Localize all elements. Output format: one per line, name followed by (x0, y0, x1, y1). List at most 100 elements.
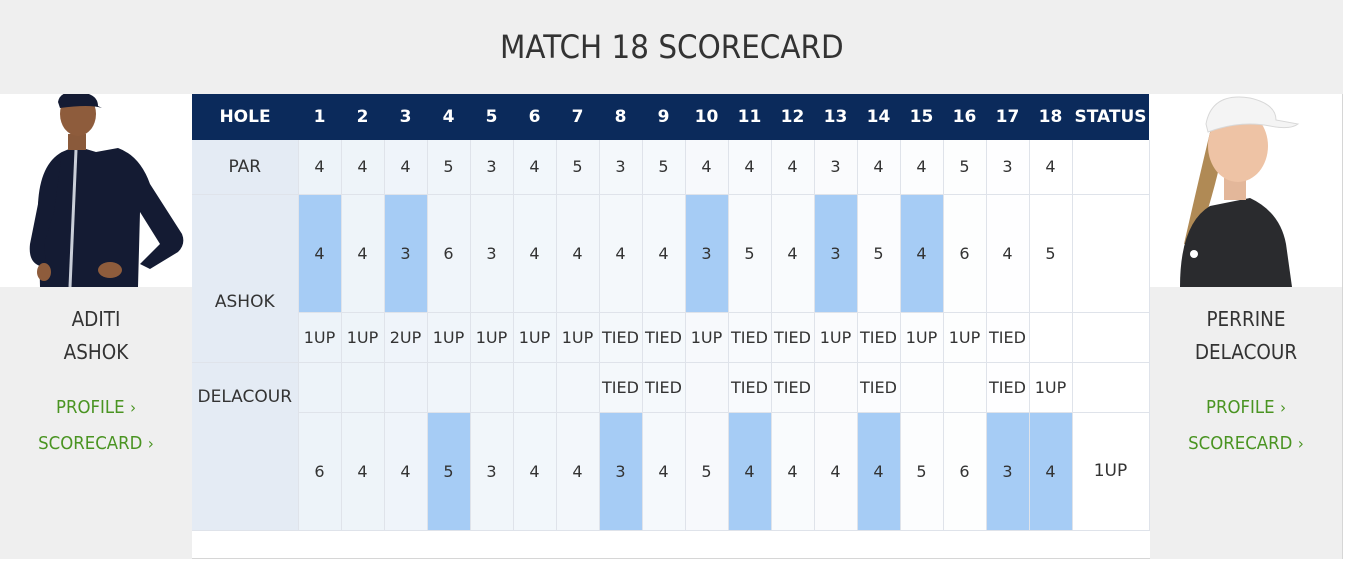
header-bar: MATCH 18 SCORECARD (0, 0, 1343, 94)
status-cell (1072, 312, 1150, 363)
match-status-cell (556, 362, 600, 413)
profile-link-label: PROFILE (1205, 397, 1275, 418)
par-cell: 4 (341, 140, 385, 195)
final-status-cell: 1UP (1072, 412, 1150, 531)
score-cell: 4 (556, 194, 600, 313)
score-cell: 3 (470, 194, 514, 313)
hole-number: 2 (341, 94, 384, 140)
score-cell: 4 (642, 412, 686, 531)
scorecard-table: HOLE 1 2 3 4 5 6 7 8 9 10 11 12 13 14 15 16 17 18 STATUS P… (192, 94, 1150, 531)
match-status-cell: TIED (986, 312, 1030, 363)
score-cell: 4 (857, 412, 901, 531)
player1-label: ASHOK (192, 194, 299, 363)
profile-link-left[interactable]: PROFILE › (8, 397, 185, 418)
player1-name: ASHOK (214, 292, 275, 312)
hole-number: 17 (986, 94, 1029, 140)
match-status-cell (298, 362, 342, 413)
score-cell: 4 (771, 194, 815, 313)
player-info-left: ADITI ASHOK PROFILE › SCORECARD › (0, 287, 192, 559)
hole-number: 11 (728, 94, 771, 140)
scorecard-link-left[interactable]: SCORECARD › (8, 433, 185, 454)
par-cell: 3 (470, 140, 514, 195)
player-first-name: PERRINE (1206, 307, 1286, 331)
page-title: MATCH 18 SCORECARD (499, 28, 844, 66)
score-cell: 3 (384, 194, 428, 313)
hole-number: 9 (642, 94, 685, 140)
match-status-cell: TIED (642, 362, 686, 413)
score-cell: 5 (427, 412, 471, 531)
match-status-cell (900, 362, 944, 413)
scorecard-link-label: SCORECARD (1188, 433, 1293, 454)
scorecard-link-label: SCORECARD (38, 433, 143, 454)
status-cell (1072, 362, 1150, 413)
profile-link-right[interactable]: PROFILE › (1158, 397, 1335, 418)
chevron-right-icon: › (1280, 398, 1287, 417)
match-status-cell (513, 362, 557, 413)
match-status-cell: 1UP (341, 312, 385, 363)
score-cell: 4 (1029, 412, 1073, 531)
par-cell: 3 (986, 140, 1030, 195)
match-status-cell: 1UP (900, 312, 944, 363)
player-photo-ashok (0, 94, 192, 287)
par-cell: 4 (900, 140, 944, 195)
hole-number: 5 (470, 94, 513, 140)
score-cell: 5 (685, 412, 729, 531)
player-panel-left: ADITI ASHOK PROFILE › SCORECARD › (0, 94, 192, 559)
match-status-cell: TIED (642, 312, 686, 363)
match-status-cell: 1UP (943, 312, 987, 363)
status-cell (1072, 194, 1150, 313)
match-status-cell (943, 362, 987, 413)
match-status-cell: TIED (599, 362, 643, 413)
match-status-cell: 1UP (298, 312, 342, 363)
par-cell: 4 (513, 140, 557, 195)
hole-header-label: HOLE (192, 94, 298, 140)
match-status-cell: 1UP (1029, 362, 1073, 413)
score-cell: 4 (814, 412, 858, 531)
profile-link-label: PROFILE (55, 397, 125, 418)
hole-number: 13 (814, 94, 857, 140)
par-cell: 4 (1029, 140, 1073, 195)
hole-number: 6 (513, 94, 556, 140)
score-cell: 6 (943, 412, 987, 531)
score-cell: 4 (384, 412, 428, 531)
par-cell: 4 (857, 140, 901, 195)
score-cell: 4 (728, 412, 772, 531)
match-status-cell: 2UP (384, 312, 428, 363)
player2-label: DELACOUR (192, 362, 299, 531)
status-header: STATUS (1072, 94, 1149, 140)
hole-number: 18 (1029, 94, 1072, 140)
player-panel-right: PERRINE DELACOUR PROFILE › SCORECARD › (1150, 94, 1342, 559)
hole-header-row: HOLE 1 2 3 4 5 6 7 8 9 10 11 12 13 14 15 16 17 18 STATUS (192, 94, 1149, 140)
hole-number: 8 (599, 94, 642, 140)
par-cell: 4 (685, 140, 729, 195)
par-cell: 5 (642, 140, 686, 195)
match-status-cell: TIED (771, 362, 815, 413)
player-photo-right (1150, 94, 1342, 287)
par-label: PAR (192, 140, 299, 195)
match-status-cell (470, 362, 514, 413)
score-cell: 5 (857, 194, 901, 313)
player-last-name: DELACOUR (1194, 340, 1298, 364)
hole-number: 4 (427, 94, 470, 140)
match-status-cell (1029, 312, 1073, 363)
par-cell: 4 (384, 140, 428, 195)
par-cell: 5 (556, 140, 600, 195)
match-status-cell (814, 362, 858, 413)
score-cell: 5 (900, 412, 944, 531)
scorecard-link-right[interactable]: SCORECARD › (1158, 433, 1335, 454)
score-cell: 4 (599, 194, 643, 313)
match-status-cell: TIED (857, 312, 901, 363)
par-cell: 5 (427, 140, 471, 195)
par-cell: 4 (728, 140, 772, 195)
score-cell: 4 (771, 412, 815, 531)
hole-number: 7 (556, 94, 599, 140)
match-status-cell: TIED (728, 312, 772, 363)
hole-number: 10 (685, 94, 728, 140)
score-cell: 5 (728, 194, 772, 313)
status-cell (1072, 140, 1150, 195)
par-cell: 4 (298, 140, 342, 195)
score-cell: 4 (556, 412, 600, 531)
match-status-cell: 1UP (685, 312, 729, 363)
match-status-cell (341, 362, 385, 413)
